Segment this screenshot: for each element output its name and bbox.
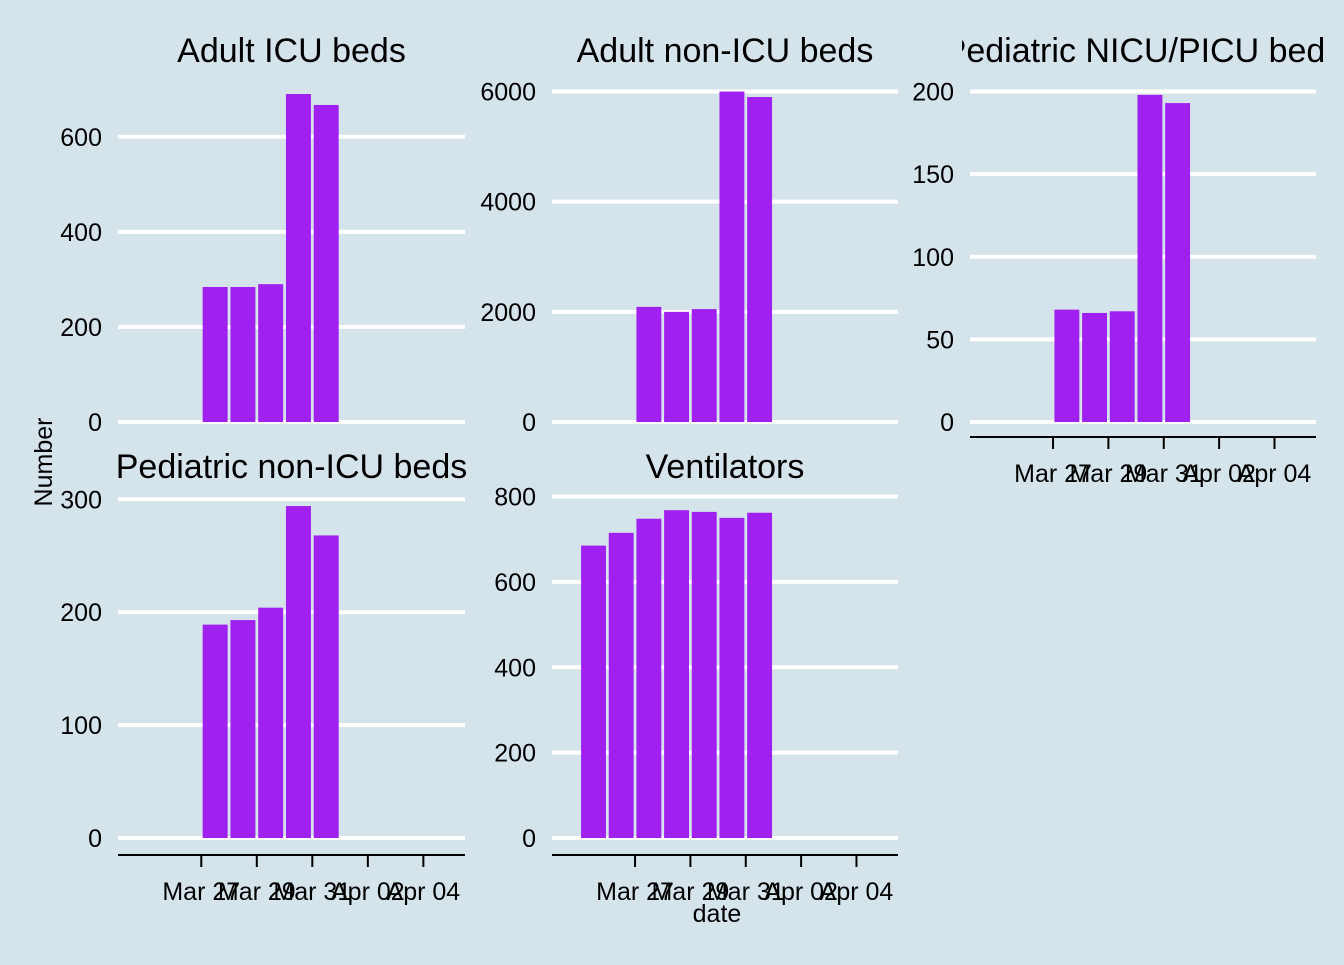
bar bbox=[1165, 103, 1191, 422]
y-tick-label: 0 bbox=[522, 409, 536, 437]
y-tick-label: 600 bbox=[494, 569, 536, 597]
y-tick-label: 400 bbox=[60, 219, 102, 247]
bar bbox=[1054, 309, 1080, 422]
x-tick-label: Apr 04 bbox=[820, 878, 894, 906]
x-tick-label: Apr 02 bbox=[1182, 460, 1256, 488]
bar bbox=[719, 91, 745, 423]
bar bbox=[230, 287, 256, 422]
bar bbox=[313, 535, 339, 838]
y-tick-label: 400 bbox=[494, 654, 536, 682]
panel-title: Adult non-ICU beds bbox=[577, 32, 874, 70]
y-tick-label: 200 bbox=[60, 314, 102, 342]
x-tick-label: Apr 04 bbox=[1238, 460, 1312, 488]
panel-title: Ventilators bbox=[646, 448, 805, 486]
y-tick-label: 0 bbox=[522, 825, 536, 853]
panel-title: Pediatric non-ICU beds bbox=[116, 448, 468, 486]
bar bbox=[747, 97, 773, 423]
bar bbox=[285, 94, 311, 422]
y-tick-label: 100 bbox=[60, 712, 102, 740]
y-tick-label: 0 bbox=[940, 409, 954, 437]
x-tick-label: Mar 31 bbox=[1125, 460, 1203, 488]
bar bbox=[664, 510, 690, 838]
y-tick-label: 100 bbox=[912, 244, 954, 272]
bar bbox=[719, 517, 745, 838]
y-tick-label: 4000 bbox=[480, 189, 536, 217]
bar bbox=[1082, 312, 1108, 422]
y-axis-title: Number bbox=[30, 418, 58, 507]
y-tick-label: 0 bbox=[88, 409, 102, 437]
x-tick-label: Mar 31 bbox=[273, 878, 351, 906]
bar bbox=[285, 506, 311, 838]
bar bbox=[258, 607, 284, 838]
bar bbox=[636, 518, 662, 838]
y-tick-label: 6000 bbox=[480, 79, 536, 107]
x-tick-label: Mar 31 bbox=[707, 878, 785, 906]
bar bbox=[691, 309, 717, 422]
bar bbox=[636, 306, 662, 422]
y-tick-label: 800 bbox=[494, 484, 536, 512]
panel-1: 0 200 400 600 Adult ICU beds bbox=[60, 32, 465, 437]
y-tick-label: 200 bbox=[912, 79, 954, 107]
bar bbox=[1109, 311, 1135, 422]
y-tick-label: 200 bbox=[60, 599, 102, 627]
bar bbox=[313, 104, 339, 422]
bar bbox=[581, 545, 606, 838]
bar bbox=[664, 311, 690, 422]
bar bbox=[608, 532, 634, 838]
bar bbox=[230, 620, 256, 838]
bar bbox=[747, 512, 773, 838]
x-tick-label: Mar 29 bbox=[1069, 460, 1147, 488]
x-tick-label: Mar 27 bbox=[162, 878, 240, 906]
x-tick-label: Mar 29 bbox=[651, 878, 729, 906]
bar bbox=[202, 624, 228, 838]
y-tick-label: 200 bbox=[494, 740, 536, 768]
y-tick-label: 600 bbox=[60, 124, 102, 152]
y-tick-label: 300 bbox=[60, 486, 102, 514]
bar bbox=[691, 511, 717, 838]
bar bbox=[258, 284, 284, 422]
panel-title: Pediatric NICU/PICU beds bbox=[944, 32, 1343, 70]
y-tick-label: 50 bbox=[926, 326, 954, 354]
x-axis-title: date bbox=[693, 900, 742, 928]
x-tick-label: Mar 29 bbox=[218, 878, 296, 906]
panel-title: Adult ICU beds bbox=[177, 32, 406, 70]
panel-2: 0 2000 4000 6000 Adult non-ICU beds bbox=[480, 32, 898, 437]
x-tick-label: Mar 27 bbox=[596, 878, 674, 906]
x-tick-label: Apr 02 bbox=[764, 878, 838, 906]
y-tick-label: 150 bbox=[912, 161, 954, 189]
bar bbox=[1137, 94, 1163, 422]
x-tick-label: Mar 27 bbox=[1014, 460, 1092, 488]
x-tick-label: Apr 02 bbox=[331, 878, 405, 906]
y-tick-label: 0 bbox=[88, 825, 102, 853]
x-tick-label: Apr 04 bbox=[387, 878, 461, 906]
y-tick-label: 2000 bbox=[480, 299, 536, 327]
bar bbox=[202, 287, 228, 422]
